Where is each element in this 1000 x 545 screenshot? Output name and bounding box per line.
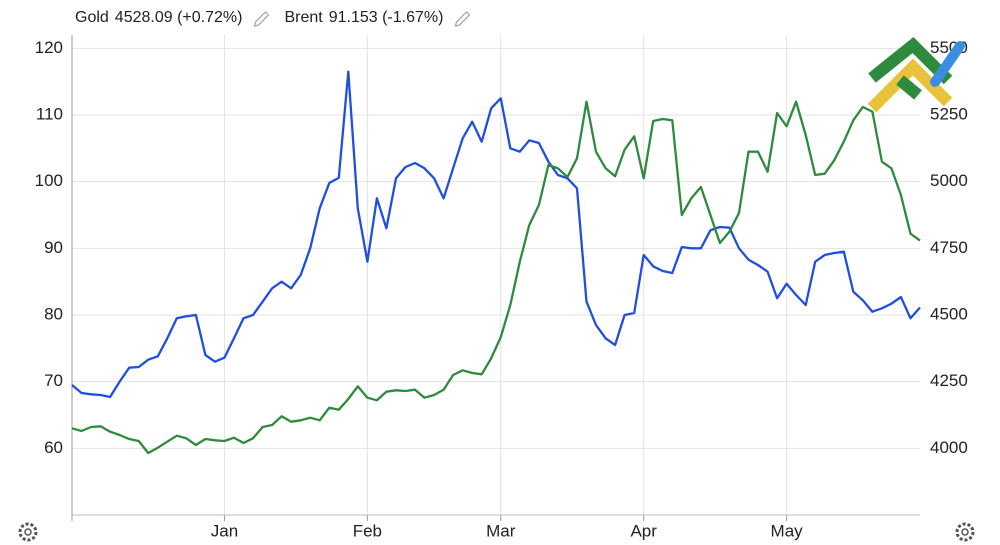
edit-icon[interactable] (454, 11, 471, 27)
legend-item[interactable]: Gold 4528.09 (+0.72%) (75, 9, 270, 27)
logo-green-2 (896, 75, 922, 100)
edit-icon[interactable] (253, 11, 270, 27)
gear-icon[interactable] (18, 522, 38, 542)
legend-value: 91.153 (-1.67%) (329, 9, 444, 26)
y2-tick-label: 5000 (930, 171, 968, 190)
y-tick-label: 100 (35, 171, 63, 190)
gear-hub (24, 528, 32, 536)
legend-item[interactable]: Brent 91.153 (-1.67%) (284, 9, 471, 27)
legend-name: Gold (75, 9, 109, 26)
legend-name: Brent (284, 9, 323, 26)
settings-right[interactable] (955, 522, 975, 542)
y2-tick-label: 4250 (930, 371, 968, 390)
x-tick-label: Mar (486, 521, 516, 540)
y-tick-label: 120 (35, 38, 63, 57)
y2-tick-label: 4750 (930, 238, 968, 257)
grid: 60 70 80 90 100 110 120 4000 4250 4500 4750 5000 525… (35, 35, 968, 540)
gear-hub (961, 528, 969, 536)
y2-tick-label: 4000 (930, 438, 968, 457)
y2-tick-label: 4500 (930, 304, 968, 323)
series-line (71, 100, 921, 455)
logo (867, 36, 965, 113)
x-tick-label: Apr (630, 521, 657, 540)
y-tick-label: 110 (36, 104, 63, 123)
y-tick-label: 90 (44, 238, 63, 257)
settings-left[interactable] (18, 522, 38, 542)
y-tick-label: 80 (44, 304, 63, 323)
legend-value: 4528.09 (+0.72%) (115, 9, 243, 26)
logo-green (868, 36, 953, 85)
x-tick-label: Jan (211, 521, 238, 540)
gear-icon[interactable] (955, 522, 975, 542)
logo-yellow (867, 58, 953, 113)
y-tick-label: 60 (44, 438, 63, 457)
logo-blue (930, 41, 965, 87)
series-line (71, 70, 921, 399)
x-tick-label: May (771, 521, 804, 540)
legend: Gold 4528.09 (+0.72%) Brent 91.153 (-1.67%) (75, 9, 471, 27)
plot (71, 70, 921, 455)
x-tick-label: Feb (353, 521, 382, 540)
y2-tick-label: 5250 (930, 104, 968, 123)
y-tick-label: 70 (44, 371, 63, 390)
